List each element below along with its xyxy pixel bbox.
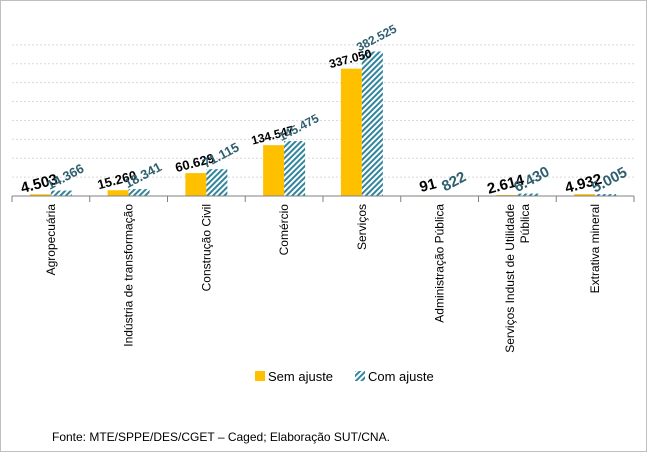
data-label-com-ajuste: 5.005 <box>589 164 630 197</box>
bar-com-ajuste <box>206 169 228 196</box>
category-label: Indústria de transformação <box>122 204 136 347</box>
legend-label-sem-ajuste: Sem ajuste <box>268 369 333 384</box>
bars <box>29 51 617 197</box>
category-label: Agropecuária <box>44 204 58 276</box>
bar-sem-ajuste <box>340 68 362 196</box>
category-label-line: Serviços Indust de Utilidade <box>503 204 517 353</box>
data-label-com-ajuste: 71.115 <box>200 139 242 171</box>
bar-sem-ajuste <box>107 190 129 196</box>
bar-sem-ajuste <box>574 194 596 196</box>
data-label-com-ajuste: 18.341 <box>122 159 164 191</box>
data-label-com-ajuste: 145.475 <box>276 111 321 144</box>
bar-com-ajuste <box>50 190 72 196</box>
data-label-com-ajuste: 382.525 <box>354 21 399 54</box>
legend-swatch-sem-ajuste <box>255 371 265 381</box>
category-label: Administração Pública <box>433 204 447 323</box>
data-label-com-ajuste: 6.430 <box>511 163 552 196</box>
category-labels: Agropecuária Indústria de transformação Co… <box>44 204 602 353</box>
bar-sem-ajuste <box>185 173 207 196</box>
category-label: Extrativa mineral <box>588 204 602 293</box>
category-label-line: Agropecuária <box>44 204 58 276</box>
x-axis <box>11 195 635 202</box>
legend: Sem ajuste Com ajuste <box>255 369 434 384</box>
bar-com-ajuste <box>361 51 383 196</box>
bar-sem-ajuste <box>263 145 285 196</box>
category-label-line: Indústria de transformação <box>122 204 136 347</box>
bar-sem-ajuste <box>29 194 51 196</box>
source-note: Fonte: MTE/SPPE/DES/CGET – Caged; Elabor… <box>52 430 390 444</box>
legend-swatch-com-ajuste <box>355 371 365 381</box>
category-label-line: Construção Civil <box>199 204 213 291</box>
bar-com-ajuste <box>284 141 306 196</box>
category-label: Serviços <box>355 204 369 250</box>
category-label-line: Comércio <box>277 204 291 256</box>
bar-com-ajuste <box>517 193 539 196</box>
category-label: Comércio <box>277 204 291 256</box>
legend-label-com-ajuste: Com ajuste <box>368 369 434 384</box>
category-label-line: Extrativa mineral <box>588 204 602 293</box>
category-label-line: Administração Pública <box>433 204 447 323</box>
gridlines <box>12 44 634 178</box>
data-label-com-ajuste: 14.366 <box>44 161 86 193</box>
data-label-sem-ajuste: 91 <box>418 175 439 196</box>
data-label-com-ajuste: 822 <box>439 168 469 195</box>
category-label: Construção Civil <box>199 204 213 291</box>
category-label-line: Pública <box>518 204 532 244</box>
bar-com-ajuste <box>128 189 150 196</box>
category-label-line: Serviços <box>355 204 369 250</box>
bar-com-ajuste <box>595 194 617 196</box>
category-label: Serviços Indust de Utilidade Pública <box>503 204 532 353</box>
